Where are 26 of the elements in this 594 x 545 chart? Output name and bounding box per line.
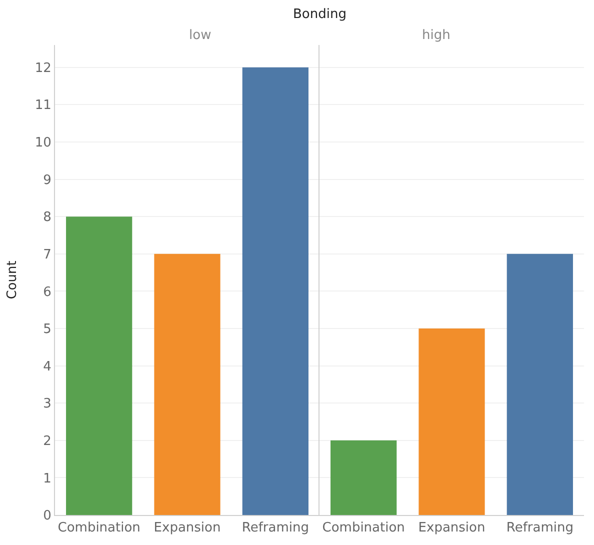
y-tick-label: 12 bbox=[34, 60, 52, 76]
x-tick-label: Reframing bbox=[506, 520, 574, 536]
x-tick-label: Combination bbox=[58, 520, 140, 536]
text: Bonding bbox=[293, 7, 346, 22]
y-tick-label: 4 bbox=[43, 359, 52, 374]
bar bbox=[66, 216, 132, 515]
chart-title: low bbox=[189, 28, 212, 43]
y-tick-label: 3 bbox=[43, 396, 52, 412]
y-tick-label: 7 bbox=[43, 247, 52, 262]
chart-title: high bbox=[422, 28, 450, 43]
y-axis-title: Count bbox=[4, 260, 20, 300]
y-tick-label: 11 bbox=[34, 98, 52, 114]
y-tick-label: 0 bbox=[43, 508, 52, 524]
y-tick-label: 6 bbox=[43, 284, 52, 300]
y-tick-label: 10 bbox=[34, 136, 52, 151]
y-tick-label: 1 bbox=[43, 471, 52, 486]
x-tick-label: Expansion bbox=[418, 520, 486, 536]
x-tick-label: Expansion bbox=[154, 520, 221, 536]
y-tick-label: 9 bbox=[43, 172, 52, 188]
x-tick-label: Combination bbox=[322, 520, 405, 536]
x-tick-label: Reframing bbox=[242, 520, 309, 536]
y-tick-label: 2 bbox=[43, 434, 52, 449]
bar bbox=[242, 67, 308, 515]
bar bbox=[154, 254, 220, 515]
y-tick-label: 5 bbox=[43, 322, 52, 338]
y-tick-label: 8 bbox=[43, 210, 52, 226]
